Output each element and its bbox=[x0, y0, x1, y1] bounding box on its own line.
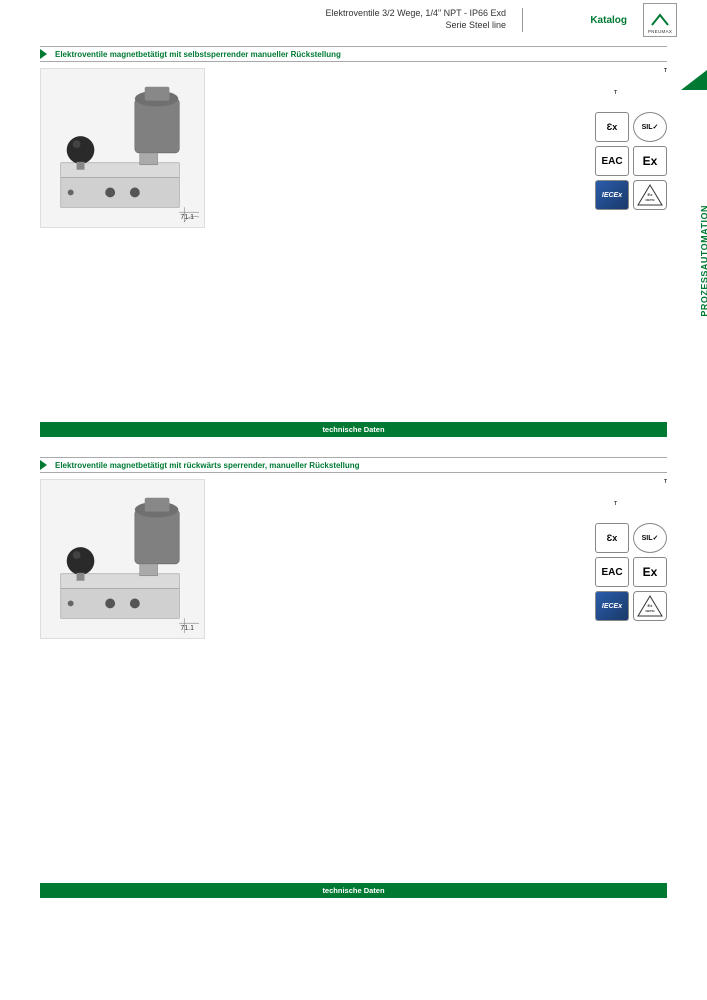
eac-badge: EAC bbox=[595, 146, 629, 176]
header-title: Elektroventile 3/2 Wege, 1/4" NPT - IP66… bbox=[30, 8, 523, 31]
cert-note bbox=[666, 489, 667, 497]
svg-text:Ex: Ex bbox=[648, 192, 654, 197]
dimension-label-2: 71.1 bbox=[180, 625, 194, 632]
atex-badge: Ɛx bbox=[595, 112, 629, 142]
side-tab: PROZESSAUTOMATION bbox=[681, 70, 707, 320]
dimension-label-1: 71.1 bbox=[180, 214, 194, 221]
cert-column-1: T T Ɛx SIL✓ EAC Ex IECEx ExNEPSI bbox=[587, 68, 667, 272]
svg-text:NEPSI: NEPSI bbox=[645, 198, 654, 202]
tech-data-bar-2: technische Daten bbox=[40, 883, 667, 898]
katalog-label: Katalog bbox=[523, 15, 643, 26]
t-mark: T bbox=[587, 479, 667, 485]
spec-column-1 bbox=[205, 68, 587, 272]
svg-text:Ex: Ex bbox=[648, 603, 654, 608]
section-title-1: Elektroventile magnetbetätigt mit selbst… bbox=[55, 50, 341, 59]
cert-note bbox=[666, 78, 667, 86]
nepsi-badge: ExNEPSI bbox=[633, 591, 667, 621]
spec-column-2 bbox=[205, 479, 587, 683]
page-header: Elektroventile 3/2 Wege, 1/4" NPT - IP66… bbox=[0, 0, 707, 40]
ex-badge: Ex bbox=[633, 146, 667, 176]
product-image-1: 71.1 bbox=[40, 68, 205, 228]
product-image-2: 71.1 bbox=[40, 479, 205, 639]
cert-column-2: T T Ɛx SIL✓ EAC Ex IECEx ExNEPSI bbox=[587, 479, 667, 683]
iecex-badge: IECEx bbox=[595, 180, 629, 210]
triangle-icon bbox=[40, 460, 47, 470]
section-title-2: Elektroventile magnetbetätigt mit rückwä… bbox=[55, 461, 360, 470]
header-line1: Elektroventile 3/2 Wege, 1/4" NPT - IP66… bbox=[30, 8, 506, 20]
t-mark: T bbox=[587, 90, 667, 96]
logo-text: PNEUMAX bbox=[648, 29, 672, 34]
t-mark: T bbox=[587, 501, 667, 507]
sil-badge: SIL✓ bbox=[633, 112, 667, 142]
nepsi-badge: ExNEPSI bbox=[633, 180, 667, 210]
atex-badge: Ɛx bbox=[595, 523, 629, 553]
svg-text:NEPSI: NEPSI bbox=[645, 609, 654, 613]
triangle-icon bbox=[40, 49, 47, 59]
iecex-badge: IECEx bbox=[595, 591, 629, 621]
product-section-2: Elektroventile magnetbetätigt mit rückwä… bbox=[40, 457, 667, 898]
section-header-2: Elektroventile magnetbetätigt mit rückwä… bbox=[40, 457, 667, 473]
header-line2: Serie Steel line bbox=[30, 20, 506, 32]
content: Elektroventile magnetbetätigt mit selbst… bbox=[0, 40, 707, 898]
eac-badge: EAC bbox=[595, 557, 629, 587]
cert-note bbox=[666, 100, 667, 108]
t-mark: T bbox=[587, 68, 667, 74]
tech-data-bar-1: technische Daten bbox=[40, 422, 667, 437]
brand-logo: PNEUMAX bbox=[643, 3, 677, 37]
side-tab-text: PROZESSAUTOMATION bbox=[700, 205, 707, 317]
sil-badge: SIL✓ bbox=[633, 523, 667, 553]
cert-note bbox=[666, 511, 667, 519]
ex-badge: Ex bbox=[633, 557, 667, 587]
section-header-1: Elektroventile magnetbetätigt mit selbst… bbox=[40, 46, 667, 62]
product-section-1: Elektroventile magnetbetätigt mit selbst… bbox=[40, 46, 667, 437]
